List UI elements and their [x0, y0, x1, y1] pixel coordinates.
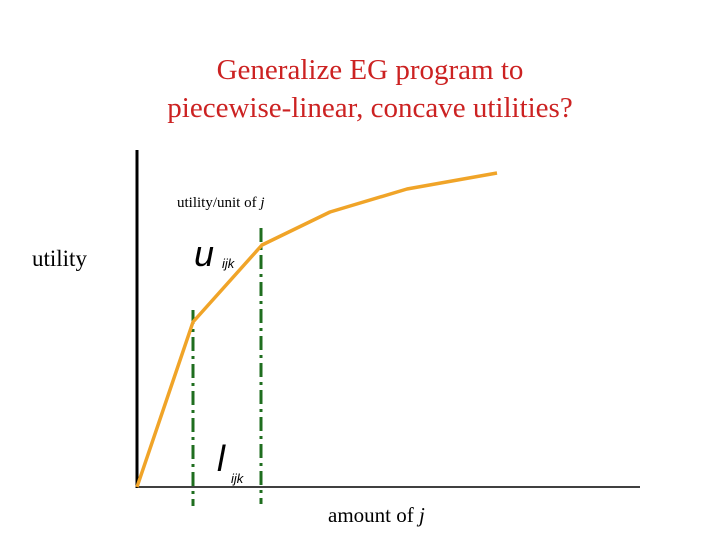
slope-label: utility/unit of j: [177, 195, 265, 211]
title-line-2: piecewise-linear, concave utilities?: [167, 92, 572, 124]
slope-label-var: j: [258, 195, 264, 211]
slope-label-text: utility/unit of: [177, 195, 257, 211]
x-label-text: amount of: [328, 503, 414, 527]
l-subscript: ijk: [231, 471, 245, 486]
y-axis-label: utility: [32, 246, 87, 271]
u-symbol: u: [194, 233, 214, 274]
x-axis-label: amount of j: [328, 503, 425, 527]
title-line-1: Generalize EG program to: [217, 54, 524, 86]
l-symbol: l: [217, 438, 226, 479]
utility-curve: [135, 171, 498, 488]
x-label-var: j: [416, 503, 425, 527]
u-subscript: ijk: [222, 256, 236, 271]
